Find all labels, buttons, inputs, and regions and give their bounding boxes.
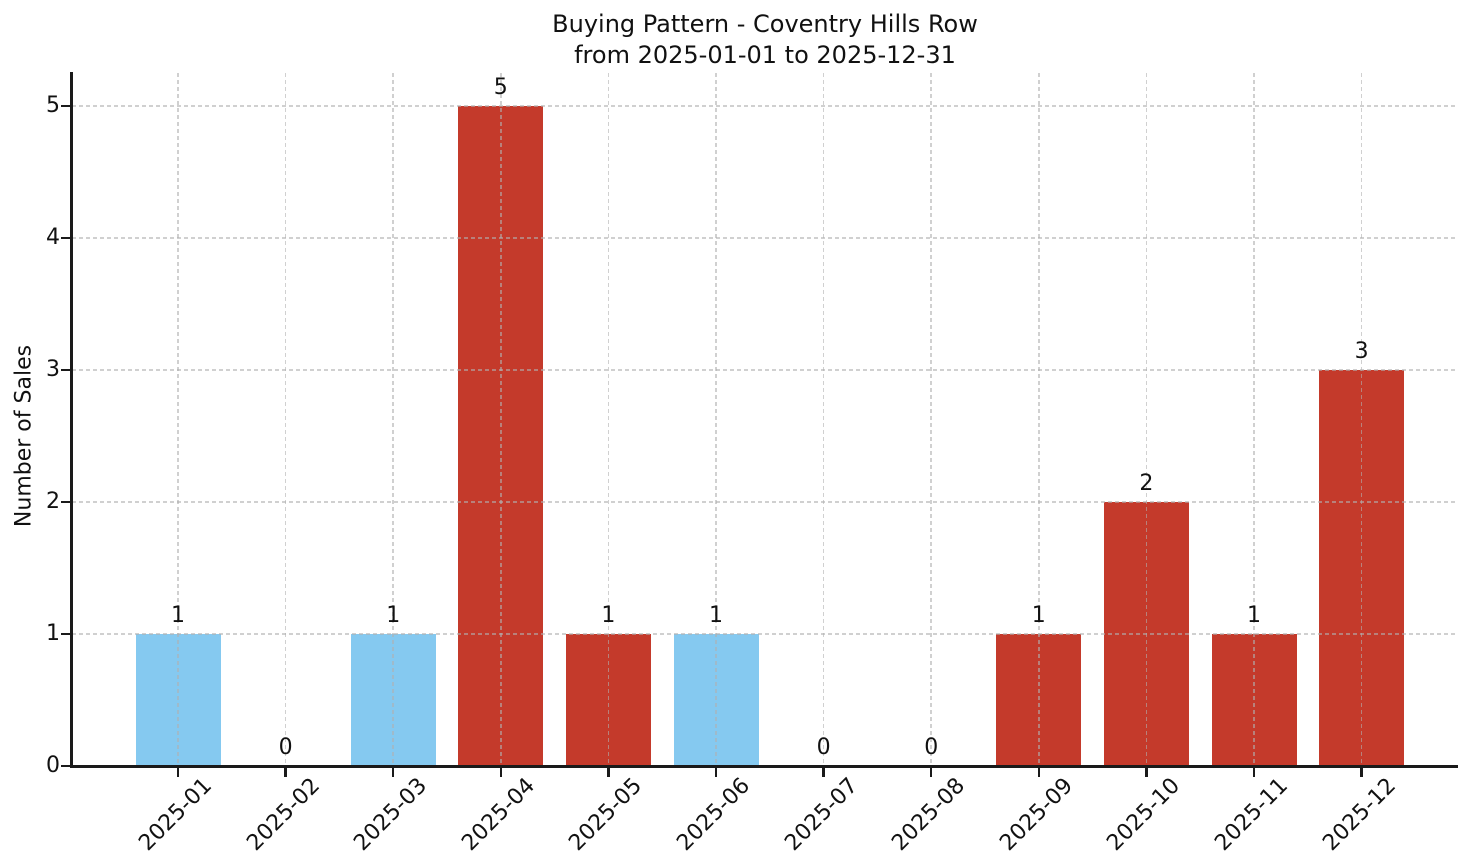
grid-line-vertical [822,73,825,766]
bar-value-label-2025-09: 1 [1031,603,1046,628]
x-tick-label-2025-09: 2025-09 [995,773,1078,856]
x-tick-label-2025-12: 2025-12 [1317,773,1401,856]
grid-line-vertical [607,73,610,766]
bar-value-label-2025-11: 1 [1247,603,1261,628]
bar-value-label-2025-04: 5 [493,75,508,100]
bar-value-label-2025-10: 2 [1139,471,1154,496]
x-tick-label-2025-08: 2025-08 [887,773,971,856]
grid-line-vertical [392,73,394,766]
x-tick-mark [1037,768,1041,777]
bar-value-label-2025-07: 0 [816,735,831,760]
y-tick-label: 0 [46,753,60,778]
x-tick-mark [176,768,180,777]
y-tick-label: 4 [46,225,60,250]
x-tick-label-2025-03: 2025-03 [349,773,433,856]
x-tick-label-2025-05: 2025-05 [564,773,648,856]
grid-line-vertical [930,73,932,766]
x-tick-mark [1252,768,1256,777]
x-tick-mark [499,768,503,777]
x-tick-mark [284,768,287,777]
y-tick-mark [61,104,70,108]
bar-value-label-2025-06: 1 [709,603,723,628]
bar-value-label-2025-02: 0 [278,735,293,760]
bar-value-label-2025-01: 1 [171,603,185,628]
x-tick-label-2025-07: 2025-07 [779,773,863,856]
y-axis-line [70,72,73,768]
x-tick-mark [1360,768,1363,777]
y-tick-mark [61,500,70,504]
y-tick-mark [61,236,70,240]
chart-title-block: Buying Pattern - Coventry Hills Row from… [72,9,1458,71]
y-tick-label: 1 [46,621,60,646]
grid-line-vertical [1360,73,1363,766]
y-tick-mark [61,632,70,636]
y-tick-mark [61,368,70,372]
x-tick-label-2025-01: 2025-01 [134,773,217,856]
x-tick-label-2025-06: 2025-06 [672,773,755,856]
x-tick-label-2025-04: 2025-04 [457,773,540,856]
x-tick-mark [714,768,718,777]
grid-line-horizontal [72,237,1458,239]
grid-line-vertical [715,73,717,766]
x-tick-mark [929,768,933,777]
bar-value-label-2025-08: 0 [924,735,939,760]
grid-line-vertical [1253,73,1255,766]
x-tick-mark [607,768,610,777]
x-axis-line [70,765,1458,768]
grid-line-horizontal [72,501,1458,503]
grid-line-horizontal [72,105,1458,107]
x-tick-mark [1145,768,1148,777]
bar-value-label-2025-12: 3 [1354,339,1369,364]
grid-line-vertical [500,73,502,766]
x-tick-label-2025-02: 2025-02 [241,773,325,856]
y-tick-mark [61,764,70,768]
x-tick-label-2025-10: 2025-10 [1102,773,1186,856]
grid-line-vertical [284,73,287,766]
grid-line-horizontal [72,633,1458,635]
x-tick-mark [391,768,395,777]
chart-subtitle: from 2025-01-01 to 2025-12-31 [574,41,956,69]
grid-line-vertical [1038,73,1040,766]
grid-line-horizontal [72,369,1458,371]
bar-value-label-2025-03: 1 [386,603,401,628]
grid-line-vertical [1145,73,1148,766]
y-tick-label: 3 [46,357,60,382]
x-tick-label-2025-11: 2025-11 [1210,773,1293,856]
grid-line-vertical [177,73,179,766]
chart-title: Buying Pattern - Coventry Hills Row [552,10,978,38]
y-tick-label: 5 [46,93,60,118]
y-tick-label: 2 [46,489,60,514]
bar-value-label-2025-05: 1 [601,603,616,628]
x-tick-mark [822,768,825,777]
